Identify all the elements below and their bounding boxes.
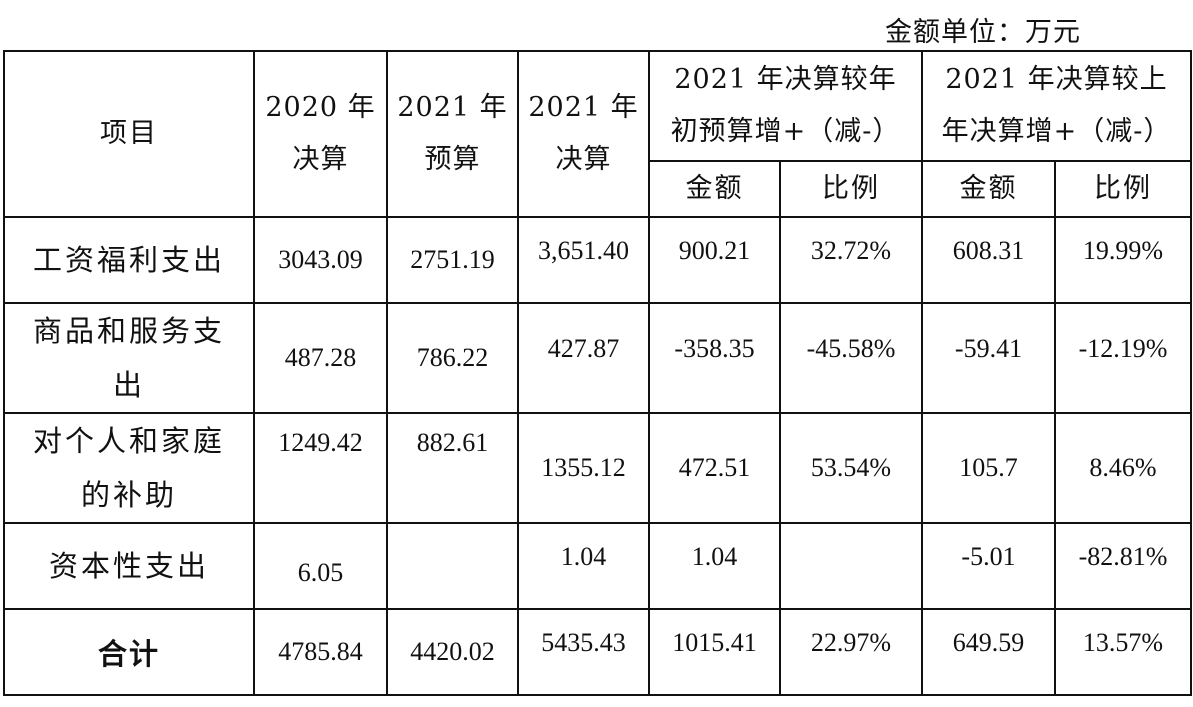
table-row: 对个人和家庭 的补助 1249.42 882.61 1355.12 472.51… [3,412,1192,524]
row-name: 资本性支出 [3,522,255,610]
total-ratio-budget: 22.97% [779,608,923,696]
cell-diff-prev: 608.31 [921,216,1056,304]
cell-2021-final: 1355.12 [517,412,650,524]
header-2021-budget: 2021 年 预算 [386,50,519,218]
cell-2021-budget [386,522,519,610]
header-ratio-1: 比例 [779,160,923,218]
cell-diff-budget: 1.04 [648,522,781,610]
header-amount-1: 金额 [648,160,781,218]
total-label: 合计 [3,608,255,696]
cell-diff-budget: 472.51 [648,412,781,524]
total-diff-budget: 1015.41 [648,608,781,696]
row-name-line1: 资本性支出 [48,549,209,583]
header-2020-line2: 决算 [292,144,349,175]
cell-2020-final: 487.28 [253,302,388,414]
table-row: 工资福利支出 3043.09 2751.19 3,651.40 900.21 3… [3,216,1192,304]
cell-ratio-budget: 53.54% [779,412,923,524]
cell-2021-final: 3,651.40 [517,216,650,304]
total-2020-final: 4785.84 [253,608,388,696]
header-2020-line1: 2020 年 [265,92,376,123]
cell-ratio-prev: -82.81% [1054,522,1192,610]
cell-diff-prev: -59.41 [921,302,1056,414]
header-cmp-prev-line1: 2021 年决算较上 [945,64,1168,95]
total-2021-final: 5435.43 [517,608,650,696]
cell-diff-prev: -5.01 [921,522,1056,610]
header-cmp-budget-line2: 初预算增+（减-） [670,116,901,147]
row-name-line2: 出 [112,368,145,402]
row-name-line1: 对个人和家庭 [32,424,225,458]
unit-label: 金额单位：万元 [885,17,1081,48]
row-name-line1: 工资福利支出 [32,243,225,277]
row-name-line2: 的补助 [80,478,177,512]
row-name: 商品和服务支 出 [3,302,255,414]
cell-2021-budget: 786.22 [386,302,519,414]
cell-diff-prev: 105.7 [921,412,1056,524]
cell-diff-budget: 900.21 [648,216,781,304]
total-diff-prev: 649.59 [921,608,1056,696]
header-compare-prev: 2021 年决算较上 年决算增+（减-） [921,50,1192,162]
table-row: 资本性支出 6.05 1.04 1.04 -5.01 -82.81% [3,522,1192,610]
header-ratio-2: 比例 [1054,160,1192,218]
header-2021f-line2: 决算 [555,144,612,175]
table-row: 商品和服务支 出 487.28 786.22 427.87 -358.35 -4… [3,302,1192,414]
header-2021b-line2: 预算 [424,144,481,175]
header-2020-final: 2020 年 决算 [253,50,388,218]
cell-ratio-budget: 32.72% [779,216,923,304]
cell-ratio-budget [779,522,923,610]
cell-2021-budget: 2751.19 [386,216,519,304]
row-name: 工资福利支出 [3,216,255,304]
cell-ratio-prev: 19.99% [1054,216,1192,304]
header-row-2: 金额 比例 金额 比例 [4,160,1192,218]
total-ratio-prev: 13.57% [1054,608,1192,696]
cell-2021-final: 1.04 [517,522,650,610]
cell-ratio-budget: -45.58% [779,302,923,414]
cell-diff-budget: -358.35 [648,302,781,414]
header-amount-2: 金额 [921,160,1056,218]
header-2021f-line1: 2021 年 [528,92,639,123]
header-2021b-line1: 2021 年 [397,92,508,123]
cell-2020-final: 3043.09 [253,216,388,304]
header-row-1: 项目 2020 年 决算 2021 年 预算 2021 年 决算 2021 年决… [3,50,1192,218]
cell-ratio-prev: 8.46% [1054,412,1192,524]
cell-2020-final: 1249.42 [253,412,388,524]
row-name-line1: 商品和服务支 [32,314,225,348]
header-cmp-prev-line2: 年决算增+（减-） [941,116,1172,147]
total-2021-budget: 4420.02 [386,608,519,696]
cell-2020-final: 6.05 [253,522,388,610]
cell-2021-budget: 882.61 [386,412,519,524]
header-2021-final: 2021 年 决算 [517,50,650,218]
budget-table: 项目 2020 年 决算 2021 年 预算 2021 年 决算 2021 年决… [3,50,1192,696]
total-row: 合计 4785.84 4420.02 5435.43 1015.41 22.97… [3,608,1192,696]
header-item: 项目 [3,50,255,218]
cell-ratio-prev: -12.19% [1054,302,1192,414]
header-cmp-budget-line1: 2021 年决算较年 [674,64,897,95]
cell-2021-final: 427.87 [517,302,650,414]
header-compare-budget: 2021 年决算较年 初预算增+（减-） [648,50,923,162]
row-name: 对个人和家庭 的补助 [3,412,255,524]
